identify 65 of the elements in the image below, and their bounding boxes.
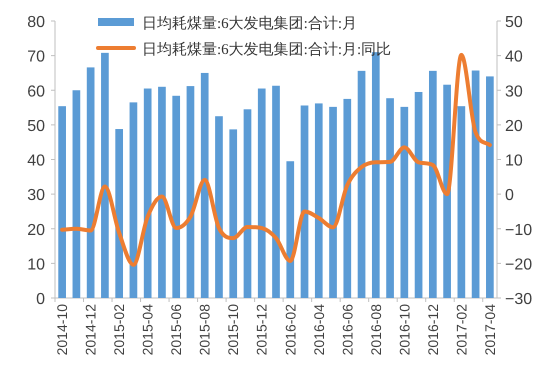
x-tick-label: 2015-02 — [111, 304, 128, 356]
x-tick-label: 2015-04 — [140, 304, 156, 356]
x-tick-label: 2015-08 — [196, 304, 213, 356]
bar — [130, 102, 138, 298]
x-tick-label: 2017-04 — [482, 304, 498, 356]
bar — [472, 70, 480, 298]
bar — [172, 96, 180, 298]
y2-tick-label: −10 — [505, 222, 532, 239]
bar — [386, 98, 394, 298]
y-tick-label: 40 — [27, 152, 46, 170]
bar — [200, 72, 209, 298]
x-tick-label: 2015-10 — [225, 304, 242, 356]
bar — [343, 98, 352, 298]
y2-tick-label: 10 — [505, 152, 523, 170]
y-tick-label: 20 — [27, 222, 46, 239]
y2-tick-label: −30 — [505, 291, 532, 308]
bar — [72, 90, 80, 298]
bar — [428, 70, 437, 298]
x-tick-label: 2016-04 — [310, 304, 327, 356]
y2-tick-label: 50 — [505, 14, 523, 31]
bar — [101, 52, 109, 298]
bar — [144, 88, 152, 298]
legend-label: 日均耗煤量:6大发电集团:合计:月 — [142, 15, 358, 32]
x-tick-label: 2015-06 — [168, 304, 184, 356]
y-tick-label: 0 — [36, 291, 46, 308]
bar — [329, 106, 337, 298]
bar — [258, 88, 266, 298]
bar — [300, 105, 308, 298]
bar — [458, 106, 466, 298]
bar — [58, 106, 66, 298]
y-tick-label: 80 — [27, 14, 46, 31]
y-tick-label: 10 — [27, 256, 46, 274]
bar — [314, 103, 323, 298]
y2-tick-label: 40 — [505, 48, 523, 66]
bar — [86, 67, 94, 298]
bar — [414, 92, 422, 298]
x-tick-label: 2016-06 — [339, 304, 356, 356]
y2-tick-label: 0 — [505, 187, 514, 204]
x-tick-label: 2017-02 — [453, 304, 470, 356]
bar — [186, 86, 194, 298]
x-tick-label: 2014-12 — [82, 304, 99, 356]
y-tick-label: 60 — [27, 83, 46, 100]
x-tick-label: 2016-08 — [368, 304, 384, 356]
y2-tick-label: 20 — [505, 118, 523, 135]
x-tick-label: 2015-12 — [254, 304, 270, 356]
bar — [400, 106, 408, 298]
x-tick-label: 2016-10 — [396, 304, 412, 356]
legend-label: 日均耗煤量:6大发电集团:合计:月:同比 — [142, 41, 392, 58]
bar — [272, 86, 280, 298]
bar — [358, 70, 366, 298]
y-tick-label: 50 — [27, 118, 46, 135]
bar — [486, 76, 494, 298]
bar — [215, 116, 223, 298]
x-tick-label: 2016-02 — [282, 304, 298, 356]
x-tick-label: 2014-10 — [54, 304, 70, 356]
y2-tick-label: 30 — [505, 83, 523, 100]
bar — [229, 129, 238, 298]
bar — [158, 86, 166, 298]
y2-tick-label: −20 — [505, 256, 532, 274]
y-tick-label: 70 — [27, 48, 46, 66]
y-tick-label: 30 — [27, 187, 46, 204]
bar — [286, 161, 294, 298]
x-tick-label: 2016-12 — [424, 304, 441, 356]
bar — [443, 84, 451, 298]
bar — [244, 109, 252, 298]
